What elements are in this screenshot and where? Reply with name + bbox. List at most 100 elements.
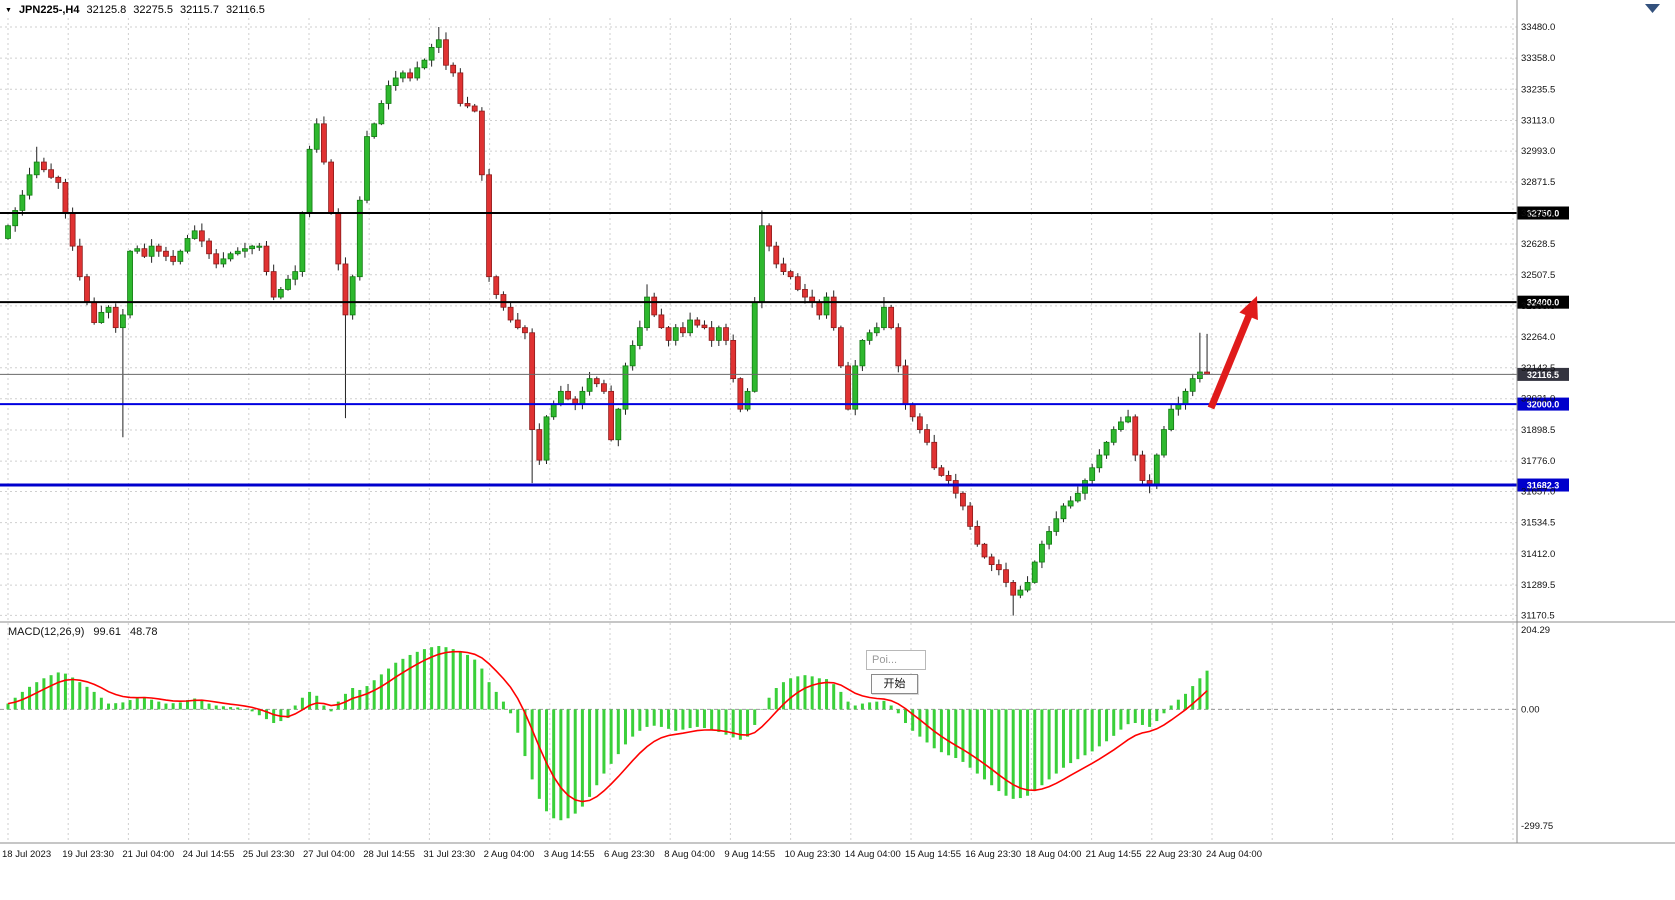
svg-text:0.00: 0.00 [1521,704,1540,715]
trend-arrow-shaft[interactable] [1207,307,1255,410]
bull-candle [134,248,141,252]
bear-candle [895,327,902,367]
svg-text:31682.3: 31682.3 [1527,481,1560,491]
bull-candle [1189,378,1196,392]
bull-candle [378,103,385,125]
macd-histogram-bar [552,709,556,819]
bear-candle [708,327,715,341]
macd-histogram-bar [1133,709,1137,724]
bull-candle [557,390,564,405]
bull-candle [242,248,248,252]
start-button[interactable]: 开始 [871,674,918,694]
svg-text:33480.0: 33480.0 [1521,22,1555,33]
bear-candle [938,467,945,476]
macd-histogram-bar [487,682,491,710]
svg-text:32750.0: 32750.0 [1527,209,1560,219]
svg-text:6 Aug 23:30: 6 Aug 23:30 [604,849,655,860]
macd-histogram-bar [1018,709,1022,799]
svg-text:18 Aug 04:00: 18 Aug 04:00 [1025,849,1081,860]
price-axis[interactable]: 33480.0 33358.0 33235.5 33113.0 32993.0 32871… [1521,22,1555,832]
macd-histogram-bar [1148,709,1152,727]
svg-text:10 Aug 23:30: 10 Aug 23:30 [785,849,841,860]
popup-tooltip-text: Poi... [866,650,926,670]
macd-histogram-bar [501,701,505,710]
macd-histogram-bar [128,700,132,710]
macd-histogram-bar [595,709,599,786]
bear-candle [816,301,823,316]
bear-candle [952,480,959,494]
bull-candle [715,327,722,341]
macd-histogram-bar [1119,709,1123,730]
bull-candle [148,245,155,257]
macd-histogram-bar [588,709,592,797]
macd-histogram-bar [207,703,211,710]
ohlc-low-value: 32115.7 [180,4,219,16]
svg-text:32116.5: 32116.5 [1527,370,1559,380]
macd-main-value: 99.61 [93,626,121,638]
macd-histogram-bar [186,700,189,710]
macd-histogram-bar [1205,670,1209,710]
chart-shift-marker-icon[interactable] [1645,4,1660,13]
trend-arrow-head[interactable] [1239,296,1258,321]
macd-histogram-bar [580,709,584,807]
bull-candle [12,210,19,227]
macd-histogram-bar [85,686,89,710]
bear-candle [112,306,119,329]
macd-histogram-bar [767,697,771,710]
macd-histogram-bar [387,668,391,710]
bull-candle [356,199,363,278]
macd-histogram-bar [674,709,678,731]
macd-histogram-bar [667,709,671,729]
bull-candle [119,314,126,329]
time-axis[interactable]: 18 Jul 2023 19 Jul 23:30 21 Jul 04:00 24 Ju… [2,849,1262,860]
bear-candle [443,39,449,66]
svg-text:31170.5: 31170.5 [1521,610,1555,621]
dropdown-arrow-icon[interactable]: ▼ [5,6,12,14]
macd-histogram-bar [1191,686,1195,710]
bear-candle [478,110,485,176]
svg-text:2 Aug 04:00: 2 Aug 04:00 [484,849,535,860]
macd-histogram-bar [286,709,290,718]
macd-histogram-bar [293,705,297,710]
bull-candle [292,271,299,280]
current-price-line-badge: 32116.5 [1517,367,1569,381]
bear-candle [41,161,47,171]
svg-text:31657.0: 31657.0 [1521,486,1555,497]
svg-text:24 Aug 04:00: 24 Aug 04:00 [1206,849,1262,860]
bear-candle [608,390,615,441]
bull-candle [1024,582,1031,591]
macd-histogram-bar [99,697,103,710]
bear-candle [522,327,528,334]
svg-text:32507.5: 32507.5 [1521,270,1555,281]
macd-histogram-bar [681,709,685,730]
bull-candle [1196,371,1203,380]
bull-candle [636,327,643,346]
macd-histogram-bar [142,696,146,710]
macd-histogram-bar [63,673,67,710]
macd-histogram-bar [1061,709,1065,768]
bear-candle [450,64,457,74]
bear-candle [48,169,54,178]
macd-histogram-bar [157,701,161,710]
macd-histogram-bar [114,703,118,710]
macd-histogram-bar [1097,709,1101,747]
bear-candle [270,271,277,298]
macd-histogram-bar [415,651,419,710]
bear-candle [988,556,995,565]
bear-candle [1139,454,1146,481]
macd-histogram-bar [229,707,233,710]
macd-histogram-bar [408,654,412,710]
bull-candle [579,390,586,405]
svg-text:31 Jul 23:30: 31 Jul 23:30 [423,849,475,860]
bull-candle [1046,531,1052,545]
bear-candle [787,271,794,278]
macd-histogram-bar [257,709,261,716]
ohlc-high-value: 32275.5 [133,4,174,16]
macd-histogram-bar [746,709,750,737]
svg-text:33113.0: 33113.0 [1521,116,1555,127]
bull-candle [414,67,421,79]
macd-histogram-bar [92,691,96,710]
macd-histogram-bar [738,709,742,740]
bear-candle [694,319,701,326]
